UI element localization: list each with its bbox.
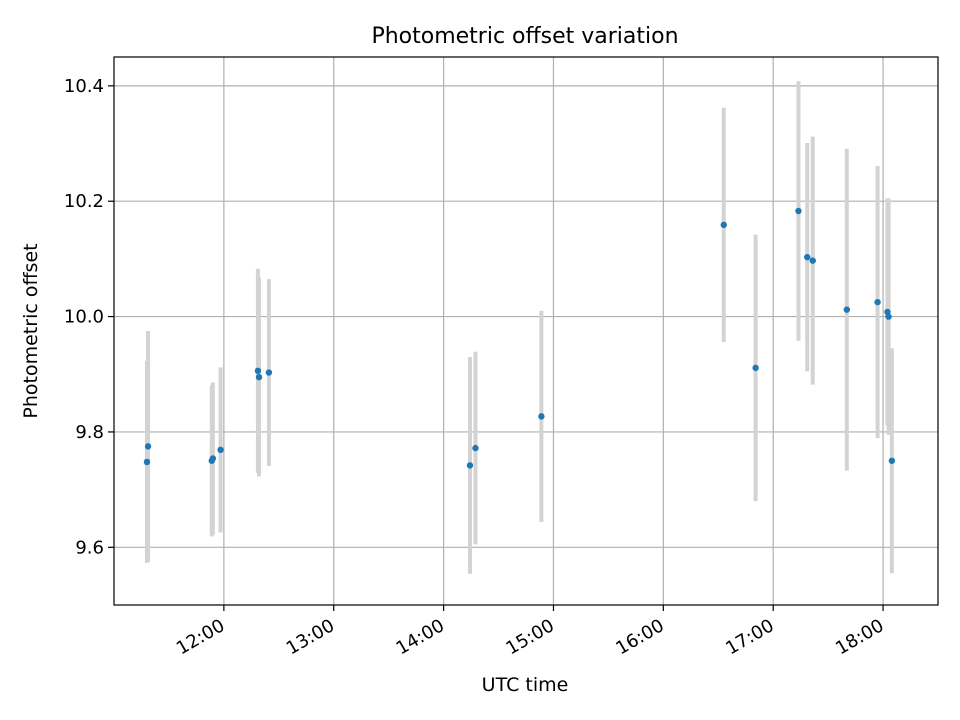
- chart-title: Photometric offset variation: [371, 24, 678, 49]
- y-tick-label: 9.6: [75, 537, 104, 558]
- data-point: [254, 367, 262, 375]
- plot-area-frame: [113, 56, 939, 606]
- y-axis-label: Photometric offset: [20, 243, 42, 418]
- data-point: [143, 458, 151, 466]
- data-point: [265, 369, 273, 376]
- y-tick-label: 10.0: [64, 307, 104, 328]
- grid: [114, 57, 938, 605]
- data-point: [752, 364, 759, 372]
- x-axis-label: UTC time: [482, 674, 569, 696]
- data-point: [472, 444, 479, 452]
- y-tick-label: 10.4: [64, 76, 104, 97]
- data-point: [255, 373, 263, 381]
- data-point: [809, 257, 816, 264]
- data-point: [843, 306, 851, 313]
- y-tick-label: 10.2: [64, 191, 104, 212]
- data-points: [143, 207, 896, 469]
- data-point: [720, 221, 727, 229]
- data-point: [144, 443, 152, 450]
- data-point: [888, 457, 896, 464]
- y-axis-ticks: 9.6 9.8 10.0 10.2 10.4: [64, 76, 114, 558]
- data-point: [208, 457, 215, 464]
- data-point: [874, 298, 881, 306]
- data-point: [466, 462, 474, 469]
- data-point: [885, 313, 892, 320]
- data-point: [795, 207, 802, 215]
- data-point: [217, 446, 224, 454]
- data-point: [804, 253, 811, 261]
- y-tick-label: 9.8: [75, 422, 104, 443]
- data-point: [538, 413, 545, 420]
